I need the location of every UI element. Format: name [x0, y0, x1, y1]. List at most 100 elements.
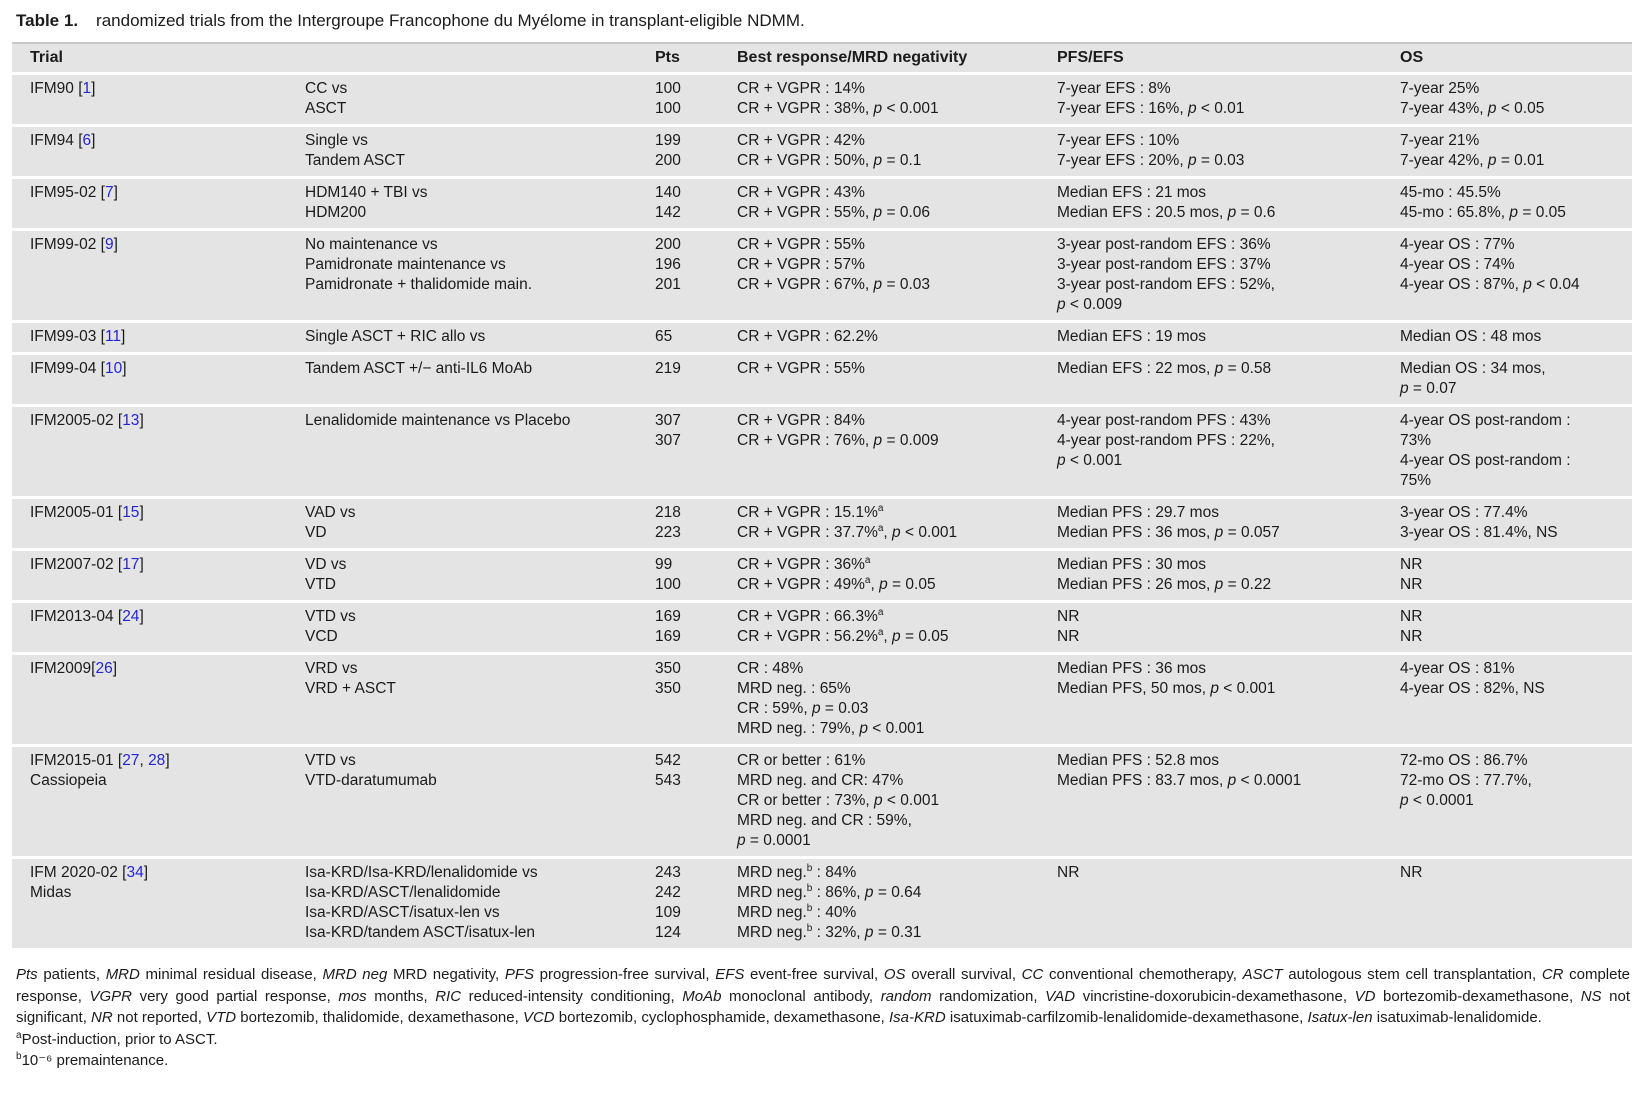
- response-line: CR + VGPR : 66.3%a: [737, 606, 884, 625]
- citation-link[interactable]: 34: [126, 864, 144, 881]
- response-cell: CR + VGPR : 14% CR + VGPR : 38%, p < 0.00…: [737, 75, 1057, 124]
- trial-name: IFM95-02 [7]: [30, 184, 118, 201]
- pts-value: 142: [655, 204, 681, 221]
- citation-link[interactable]: 17: [122, 556, 140, 573]
- table-row: IFM2013-04 [24] VTD vs VCD 169 169 CR + VGPR …: [12, 603, 1632, 652]
- os-line: 75%: [1400, 472, 1432, 489]
- pfs-efs-cell: Median EFS : 21 mos Median EFS : 20.5 mos…: [1057, 179, 1400, 228]
- arms-cell: VRD vs VRD + ASCT: [305, 655, 655, 744]
- arms-cell: CC vs ASCT: [305, 75, 655, 124]
- trial-cell: IFM90 [1]: [12, 75, 305, 124]
- pts-value: 307: [655, 412, 681, 429]
- pfs-efs-line: 3-year post-random EFS : 36%: [1057, 236, 1271, 253]
- arm-line: Isa-KRD/Isa-KRD/lenalidomide vs: [305, 864, 538, 881]
- arms-cell: Single ASCT + RIC allo vs: [305, 323, 655, 352]
- pts-value: 307: [655, 432, 681, 449]
- abbrev-term: CR: [1541, 966, 1564, 983]
- os-cell: 4-year OS post-random : 73% 4-year OS post…: [1400, 407, 1632, 496]
- os-cell: Median OS : 48 mos: [1400, 323, 1632, 352]
- response-line: MRD neg. and CR: 47%: [737, 772, 904, 789]
- citation-link[interactable]: 6: [82, 132, 92, 149]
- arms-cell: VTD vs VTD-daratumumab: [305, 747, 655, 856]
- footnote-a: aPost-induction, prior to ASCT.: [16, 1029, 1630, 1051]
- response-line: MRD neg.b : 84%: [737, 862, 857, 881]
- pts-value: 124: [655, 924, 681, 941]
- pts-value: 242: [655, 884, 681, 901]
- arms-cell: VTD vs VCD: [305, 603, 655, 652]
- abbrev-term: OS: [883, 966, 906, 983]
- pts-value: 200: [655, 236, 681, 253]
- os-cell: 45-mo : 45.5% 45-mo : 65.8%, p = 0.05: [1400, 179, 1632, 228]
- arms-cell: Lenalidomide maintenance vs Placebo: [305, 407, 655, 496]
- abbrev-term: MRD: [105, 966, 140, 983]
- citation-link[interactable]: 27: [122, 752, 140, 769]
- arm-line: Tandem ASCT +/− anti-IL6 MoAb: [305, 360, 533, 377]
- citation-link[interactable]: 7: [104, 184, 114, 201]
- pfs-efs-line: 3-year post-random EFS : 37%: [1057, 256, 1271, 273]
- pfs-efs-line: 4-year post-random PFS : 43%: [1057, 412, 1271, 429]
- table-title: Table 1. randomized trials from the Inter…: [16, 10, 1630, 32]
- pfs-efs-cell: 4-year post-random PFS : 43% 4-year post-…: [1057, 407, 1400, 496]
- citation-link[interactable]: 13: [122, 412, 140, 429]
- os-cell: NR NR: [1400, 551, 1632, 600]
- abbrev-term: Isatux-len: [1307, 1009, 1373, 1026]
- pts-value: 100: [655, 100, 681, 117]
- pfs-efs-line: NR: [1057, 608, 1080, 625]
- os-line: p = 0.07: [1400, 380, 1457, 397]
- table-row: IFM2015-01 [27, 28] Cassiopeia VTD vs VTD-d…: [12, 747, 1632, 856]
- os-line: 45-mo : 45.5%: [1400, 184, 1501, 201]
- response-line: CR : 48%: [737, 660, 804, 677]
- footnote-b: b10⁻⁶ premaintenance.: [16, 1050, 1630, 1072]
- table-row: IFM2005-01 [15] VAD vs VD 218 223 CR + VGPR :…: [12, 499, 1632, 548]
- abbrev-term: ASCT: [1242, 966, 1283, 983]
- abbrev-term: MRD neg: [322, 966, 388, 983]
- os-line: Median OS : 48 mos: [1400, 328, 1542, 345]
- pts-value: 99: [655, 556, 673, 573]
- abbrev-term: NR: [91, 1009, 113, 1026]
- citation-link[interactable]: 9: [104, 236, 114, 253]
- response-line: CR + VGPR : 15.1%a: [737, 502, 884, 521]
- os-line: Median OS : 34 mos,: [1400, 360, 1546, 377]
- response-line: CR + VGPR : 62.2%: [737, 328, 878, 345]
- citation-link[interactable]: 1: [82, 80, 92, 97]
- citation-link[interactable]: 26: [95, 660, 113, 677]
- trial-name: IFM2013-04 [24]: [30, 608, 144, 625]
- pfs-efs-cell: NR: [1057, 859, 1400, 948]
- arms-cell: HDM140 + TBI vs HDM200: [305, 179, 655, 228]
- abbrev-term: mos: [338, 987, 367, 1005]
- os-cell: 7-year 25% 7-year 43%, p < 0.05: [1400, 75, 1632, 124]
- footnote-a-marker: a: [16, 1029, 22, 1041]
- response-cell: CR : 48% MRD neg. : 65% CR : 59%, p = 0.03…: [737, 655, 1057, 744]
- pfs-efs-cell: 7-year EFS : 10% 7-year EFS : 20%, p = 0.…: [1057, 127, 1400, 176]
- response-cell: CR + VGPR : 84% CR + VGPR : 76%, p = 0.00…: [737, 407, 1057, 496]
- trial-cell: IFM2005-01 [15]: [12, 499, 305, 548]
- abbrev-term: EFS: [715, 966, 745, 983]
- response-cell: CR + VGPR : 55%: [737, 355, 1057, 404]
- citation-link[interactable]: 28: [148, 752, 166, 769]
- pfs-efs-line: Median PFS, 50 mos, p < 0.001: [1057, 680, 1276, 697]
- arm-line: Isa-KRD/ASCT/lenalidomide: [305, 884, 501, 901]
- pts-value: 196: [655, 256, 681, 273]
- trial-name: IFM2005-01 [15]: [30, 504, 144, 521]
- os-line: 7-year 25%: [1400, 80, 1480, 97]
- citation-link[interactable]: 10: [104, 360, 123, 377]
- pfs-efs-cell: Median PFS : 29.7 mos Median PFS : 36 mos…: [1057, 499, 1400, 548]
- arm-line: Tandem ASCT: [305, 152, 405, 169]
- table-row: IFM94 [6] Single vs Tandem ASCT 199 200 CR + …: [12, 127, 1632, 176]
- arms-cell: Isa-KRD/Isa-KRD/lenalidomide vs Isa-KRD/A…: [305, 859, 655, 948]
- pfs-efs-line: Median PFS : 29.7 mos: [1057, 504, 1219, 521]
- os-line: 45-mo : 65.8%, p = 0.05: [1400, 204, 1566, 221]
- trial-cell: IFM2013-04 [24]: [12, 603, 305, 652]
- abbrev-term: NS: [1580, 987, 1602, 1005]
- pts-cell: 100 100: [655, 75, 737, 124]
- response-cell: CR + VGPR : 43% CR + VGPR : 55%, p = 0.06: [737, 179, 1057, 228]
- arm-line: Isa-KRD/ASCT/isatux-len vs: [305, 904, 500, 921]
- citation-link[interactable]: 15: [122, 504, 140, 521]
- table-number-label: Table 1.: [16, 11, 79, 30]
- abbrev-term: random: [880, 987, 932, 1005]
- citation-link[interactable]: 24: [122, 608, 140, 625]
- os-line: 4-year OS : 87%, p < 0.04: [1400, 276, 1580, 293]
- pts-value: 169: [655, 608, 681, 625]
- citation-link[interactable]: 11: [104, 328, 122, 345]
- pts-value: 350: [655, 660, 681, 677]
